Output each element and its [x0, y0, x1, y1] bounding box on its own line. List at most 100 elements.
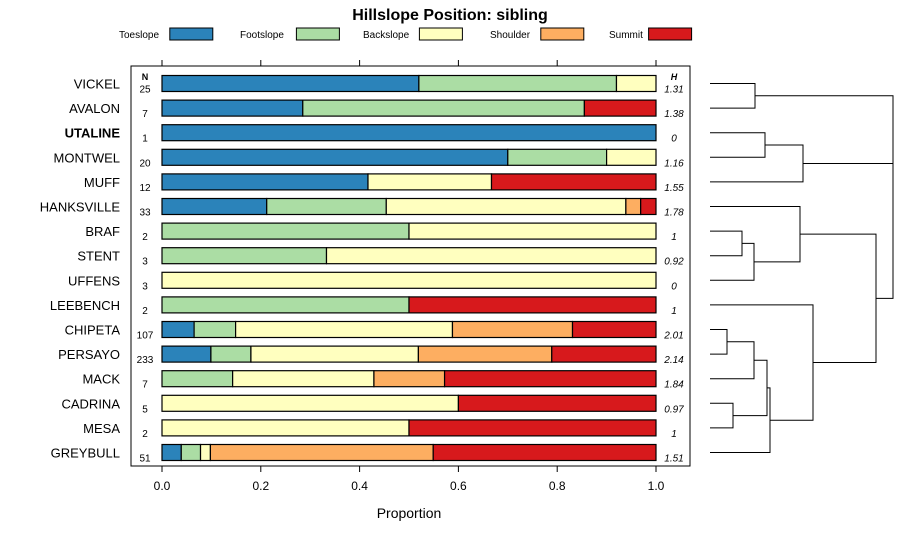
row-label: UTALINE [65, 126, 121, 141]
row-label: MESA [83, 421, 120, 436]
bar-segment-footslope [507, 148, 608, 166]
bar-segment-toeslope [161, 173, 369, 191]
legend-swatch [648, 27, 693, 41]
dendrogram-branch [710, 206, 801, 263]
n-value: 1 [142, 134, 148, 145]
row-greybull: GREYBULL 51 1.51 [51, 443, 684, 465]
chart-title: Hillslope Position: sibling [352, 7, 548, 24]
dendrogram-branch [876, 129, 894, 299]
dendrogram-branch [710, 83, 756, 109]
h-value: 1.38 [664, 109, 684, 120]
row-label: AVALON [69, 101, 120, 116]
bar-segment-summit [490, 173, 657, 191]
h-value: 1.16 [664, 158, 684, 169]
legend-label: Footslope [240, 30, 284, 41]
n-value: 2 [142, 232, 148, 243]
h-value: 1 [671, 429, 677, 440]
row-vickel: VICKEL 25 1.31 [74, 74, 684, 96]
row-hanksville: HANKSVILLE 33 1.78 [40, 197, 684, 219]
n-value: 25 [139, 85, 151, 96]
row-muff: MUFF 12 1.55 [84, 173, 684, 194]
bar-segment-toeslope [161, 74, 420, 93]
row-montwel: MONTWEL 20 1.16 [54, 148, 684, 169]
bar-segment-summit [457, 394, 657, 412]
n-value: 7 [142, 109, 148, 120]
x-tick-label: 1.0 [648, 479, 665, 493]
bar-segment-backslope [615, 74, 657, 93]
bar-segment-backslope [161, 271, 657, 289]
h-value: 1.84 [664, 380, 684, 391]
bar-segment-toeslope [161, 148, 509, 166]
bar-segment-footslope [161, 296, 410, 314]
row-label: CHIPETA [65, 323, 121, 338]
h-value: 0 [671, 281, 677, 292]
x-axis: 0.0 0.2 0.4 0.6 0.8 1.0 [154, 60, 665, 493]
row-braf: BRAF 2 1 [85, 222, 677, 243]
bar-segment-summit [432, 443, 657, 462]
x-tick-label: 0.2 [252, 479, 269, 493]
row-label: STENT [77, 249, 120, 264]
bar-segment-backslope [161, 419, 410, 437]
x-tick-label: 0.8 [549, 479, 566, 493]
row-mack: MACK 7 1.84 [82, 370, 684, 391]
row-label: UFFENS [68, 273, 120, 288]
bar-segment-toeslope [161, 345, 212, 363]
bar-segment-footslope [193, 320, 237, 339]
bar-segment-footslope [210, 345, 252, 363]
dendrogram-branch [710, 402, 734, 429]
bar-segment-toeslope [161, 443, 182, 462]
bar-segment-shoulder [209, 443, 434, 462]
row-label: PERSAYO [58, 347, 120, 362]
dendrogram-branch [710, 329, 728, 355]
bar-segment-shoulder [373, 370, 446, 388]
n-value: 51 [139, 454, 151, 465]
n-column-header: N [142, 72, 149, 82]
h-value: 1.31 [664, 85, 683, 96]
n-value: 2 [142, 429, 148, 440]
bar-segment-toeslope [161, 99, 304, 117]
n-value: 3 [142, 281, 148, 292]
legend-label: Shoulder [490, 30, 531, 41]
dendrogram-branch [733, 359, 768, 417]
bar-segment-toeslope [161, 320, 195, 339]
row-cadrina: CADRINA 5 0.97 [61, 394, 684, 415]
bar-segment-summit [408, 419, 657, 437]
legend-label: Backslope [363, 30, 410, 41]
bar-segment-summit [408, 296, 657, 314]
row-label: MACK [82, 372, 120, 387]
dendrogram-branch [710, 387, 771, 453]
n-value: 233 [137, 355, 154, 366]
bar-segment-footslope [161, 370, 234, 388]
n-value: 5 [142, 404, 148, 415]
row-label: HANKSVILLE [40, 200, 121, 215]
row-avalon: AVALON 7 1.38 [69, 99, 684, 120]
bar-segment-backslope [232, 370, 375, 388]
h-value: 1 [671, 232, 677, 243]
h-value: 1.78 [664, 208, 684, 219]
bar-segment-backslope [408, 222, 657, 240]
bar-segment-footslope [302, 99, 585, 117]
legend-swatch [418, 27, 463, 41]
row-uffens: UFFENS 3 0 [68, 271, 677, 292]
bar-segment-summit [583, 99, 657, 117]
row-chipeta: CHIPETA 107 2.01 [65, 320, 684, 342]
bar-segment-backslope [161, 394, 459, 412]
row-label: LEEBENCH [50, 298, 120, 313]
row-persayo: PERSAYO 233 2.14 [58, 345, 684, 366]
bar-segment-backslope [199, 443, 212, 462]
h-value: 1 [671, 306, 677, 317]
bar-segment-summit [640, 197, 657, 216]
legend-item-summit: Summit [609, 27, 693, 41]
row-leebench: LEEBENCH 2 1 [50, 296, 677, 317]
legend-swatch [540, 27, 585, 41]
dendrogram-branch [710, 230, 743, 257]
n-value: 2 [142, 306, 148, 317]
row-label: MUFF [84, 175, 120, 190]
row-label: MONTWEL [54, 150, 120, 165]
x-axis-label: Proportion [377, 505, 442, 521]
bar-segment-footslope [161, 247, 328, 265]
legend-item-backslope: Backslope [363, 27, 463, 41]
dendrogram-branch [755, 95, 894, 164]
bar-segment-backslope [385, 197, 627, 216]
